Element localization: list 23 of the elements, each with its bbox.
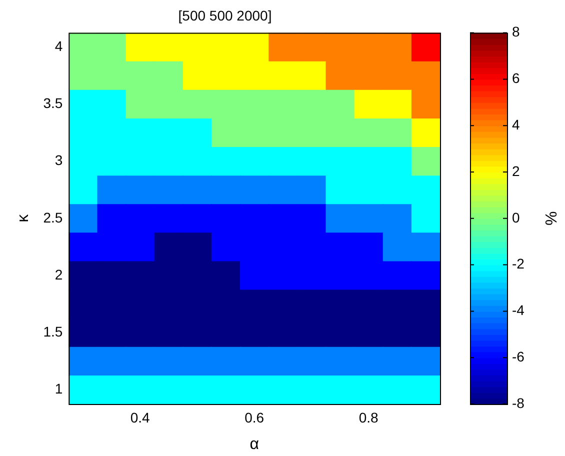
color-bar-label: 6 — [512, 70, 520, 86]
chart-title: [500 500 2000] — [178, 7, 272, 24]
y-tick-label: 1.5 — [43, 323, 63, 340]
x-tick-label: 0.8 — [358, 409, 379, 426]
color-bar-label: 4 — [512, 116, 520, 132]
color-bar-label: -6 — [512, 348, 525, 364]
x-axis-title: α — [250, 436, 259, 453]
color-bar-label: -4 — [512, 302, 525, 318]
y-tick-label: 2 — [54, 266, 63, 282]
y-tick-label: 3.5 — [43, 95, 63, 112]
color-bar-label: -8 — [512, 394, 525, 411]
color-bar-label: -2 — [512, 256, 525, 272]
color-bar-label: 0 — [512, 209, 520, 226]
color-bar-label: 8 — [512, 24, 520, 40]
y-tick-label: 4 — [54, 38, 63, 54]
color-bar-title: % — [542, 211, 559, 226]
x-tick-label: 0.6 — [244, 409, 264, 426]
x-tick-label: 0.4 — [130, 409, 150, 426]
y-tick-label: 1 — [54, 380, 63, 397]
y-tick-label: 3 — [54, 152, 63, 168]
color-bar-label: 2 — [512, 162, 520, 179]
y-tick-label: 2.5 — [43, 209, 63, 226]
y-axis-title: κ — [15, 213, 32, 222]
